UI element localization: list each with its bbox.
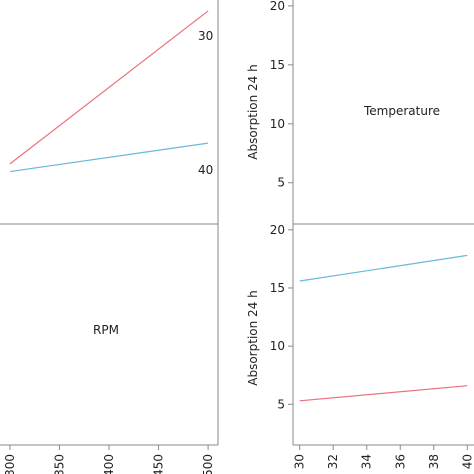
bottom-left-x-tick-label-300: 300 [3, 454, 17, 474]
series-label-40: 40 [198, 163, 213, 177]
bottom-left-x-ticks: 300 350 400 450 500 [3, 445, 215, 474]
bottom-right-x-tick-label-40: 40 [460, 454, 474, 469]
top-right-y-tick-label-5: 5 [277, 176, 285, 190]
bottom-right-y-tick-label-15: 15 [270, 281, 285, 295]
top-right-y-tick-label-20: 20 [270, 0, 285, 13]
bottom-right-x-tick-label-36: 36 [393, 454, 407, 469]
series-label-30: 30 [198, 29, 213, 43]
bottom-right-x-tick-label-32: 32 [326, 454, 340, 469]
bottom-right-series-line-0 [299, 254, 468, 282]
bottom-right-series [299, 254, 468, 402]
bottom-right-y-ticks: 5 10 15 20 [270, 223, 293, 411]
bottom-right-x-tick-label-34: 34 [360, 454, 374, 469]
series-line-40 [9, 142, 209, 173]
bottom-right-y-tick-label-10: 10 [270, 339, 285, 353]
bottom-right-y-tick-label-5: 5 [277, 397, 285, 411]
top-right-y-tick-label-10: 10 [270, 117, 285, 131]
bottom-right-x-ticks: 30 32 34 36 38 40 [293, 445, 474, 469]
top-right-y-ticks: 5 10 15 20 [270, 0, 293, 190]
bottom-right-y-axis-label: Absorption 24 h [246, 290, 260, 385]
panel-label-temperature: Temperature [363, 104, 440, 118]
bottom-right-series-line-1 [299, 385, 468, 402]
top-right-y-axis-label: Absorption 24 h [246, 64, 260, 159]
bottom-left-x-tick-label-450: 450 [152, 454, 166, 474]
bottom-right-y-tick-label-20: 20 [270, 223, 285, 237]
bottom-left-x-tick-label-400: 400 [102, 454, 116, 474]
top-right-y-tick-label-15: 15 [270, 58, 285, 72]
top-left-series [9, 10, 209, 173]
bottom-right-x-tick-label-30: 30 [293, 454, 307, 469]
bottom-left-x-tick-label-350: 350 [52, 454, 66, 474]
panel-frames [0, 0, 474, 446]
bottom-right-x-tick-label-38: 38 [427, 454, 441, 469]
series-line-30 [9, 10, 209, 165]
panel-label-rpm: RPM [93, 323, 119, 337]
bottom-left-x-tick-label-500: 500 [201, 454, 215, 474]
